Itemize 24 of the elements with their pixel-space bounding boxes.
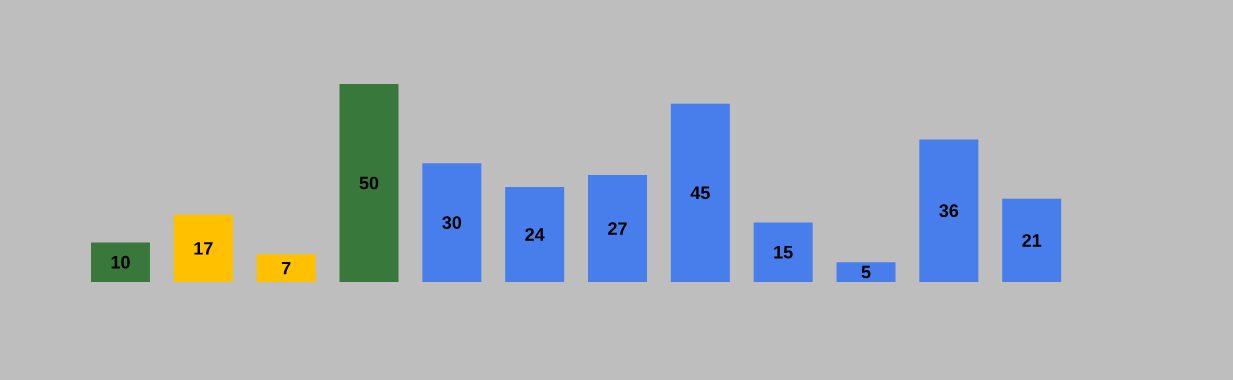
data-label: 15	[774, 246, 793, 259]
data-label: 5	[861, 265, 871, 279]
bar	[339, 84, 399, 282]
bar	[753, 222, 813, 282]
bar	[1002, 198, 1062, 282]
data-label: 7	[281, 261, 291, 275]
data-label: 30	[442, 216, 462, 229]
bar	[256, 254, 316, 282]
data-label: 36	[939, 204, 959, 218]
bar	[670, 103, 730, 282]
bar	[836, 262, 896, 282]
data-label: 17	[194, 242, 213, 255]
bar	[173, 214, 233, 282]
bar	[919, 139, 979, 282]
data-label: 24	[525, 228, 545, 241]
data-label: 21	[1022, 234, 1042, 247]
data-label: 27	[608, 222, 627, 235]
data-label: 45	[690, 186, 710, 200]
bar	[91, 242, 150, 282]
bar	[588, 175, 648, 282]
bar	[422, 163, 482, 282]
data-label: 10	[111, 255, 130, 269]
bar	[505, 186, 565, 282]
data-label: 50	[359, 176, 379, 190]
